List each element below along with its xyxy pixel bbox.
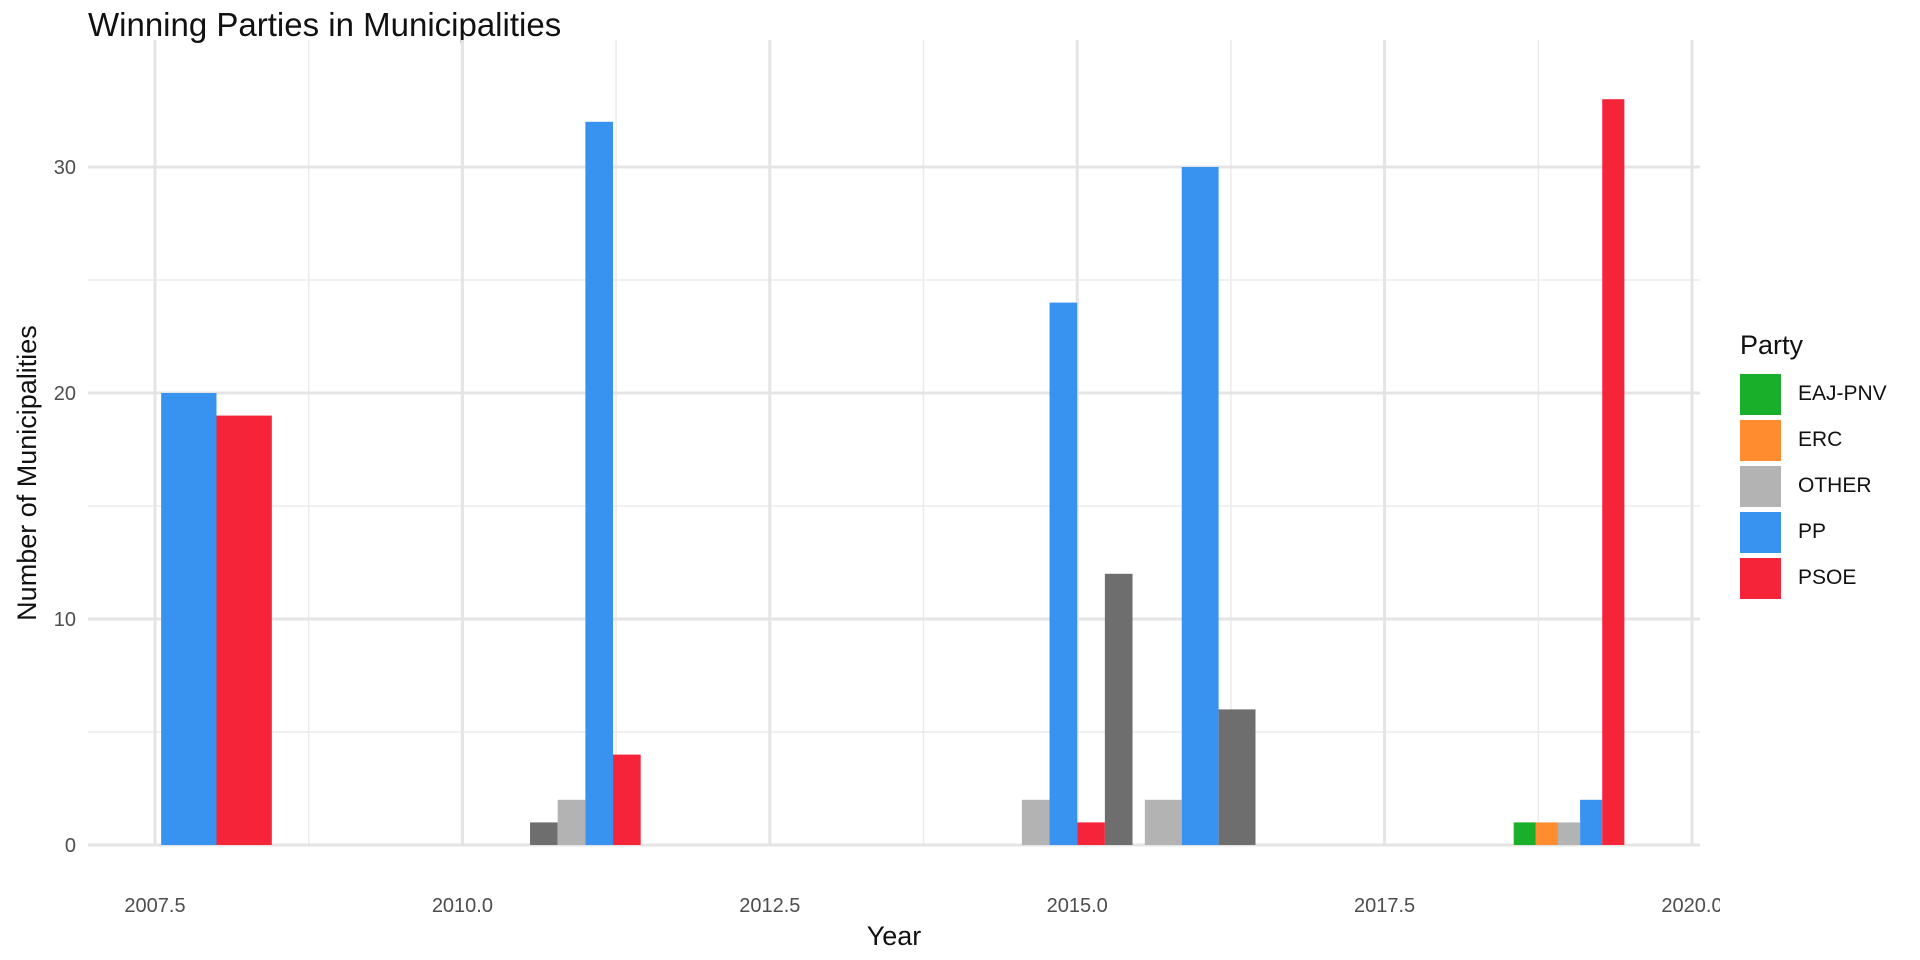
bar-2011-psoe — [613, 754, 641, 845]
x-axis-title: Year — [867, 921, 922, 951]
x-tick-label: 2015.0 — [1047, 895, 1108, 917]
legend-label: EAJ-PNV — [1798, 382, 1887, 405]
y-tick-label: 0 — [65, 835, 76, 857]
legend: Party EAJ-PNV ERC OTHER PP PSOE — [1740, 330, 1887, 601]
bar-2019-eaj-pnv — [1513, 822, 1536, 845]
bar-2019-erc — [1535, 822, 1558, 845]
legend-key-swatch — [1740, 511, 1781, 553]
legend-key-swatch — [1740, 419, 1781, 461]
grid-lines — [88, 40, 1700, 847]
legend-key-swatch — [1740, 557, 1781, 599]
bar-2019-other — [1557, 822, 1581, 845]
legend-item-eaj-pnv: EAJ-PNV — [1740, 371, 1887, 417]
bar-2011-unlabeled — [530, 822, 558, 845]
bar-2008-pp — [161, 393, 217, 845]
bar-2011-other — [557, 799, 586, 845]
legend-item-psoe: PSOE — [1740, 555, 1887, 601]
bar-2016-unlabeled — [1218, 709, 1256, 845]
bar-2016-other — [1144, 799, 1182, 845]
legend-label: ERC — [1798, 428, 1843, 451]
bar-2015-pp — [1049, 302, 1078, 846]
legend-item-erc: ERC — [1740, 417, 1887, 463]
bar-2015-other — [1021, 799, 1050, 845]
legend-items: EAJ-PNV ERC OTHER PP PSOE — [1740, 371, 1887, 601]
bar-2016-pp — [1181, 167, 1219, 845]
y-tick-label: 30 — [54, 157, 76, 179]
legend-label: OTHER — [1798, 474, 1872, 497]
bar-2019-psoe — [1602, 99, 1625, 845]
x-tick-label: 2007.5 — [124, 895, 185, 917]
y-axis-title: Number of Municipalities — [12, 325, 42, 621]
tick-labels: 2007.5 2010.0 2012.5 2015.0 2017.5 2020.0 0 10 2… — [54, 157, 1720, 917]
bar-2019-pp — [1580, 799, 1603, 845]
y-tick-label: 10 — [54, 609, 76, 631]
x-tick-label: 2010.0 — [432, 895, 493, 917]
legend-item-pp: PP — [1740, 509, 1887, 555]
bar-2015-psoe — [1077, 822, 1105, 845]
x-tick-label: 2020.0 — [1661, 895, 1720, 917]
legend-title: Party — [1740, 330, 1804, 360]
legend-label: PSOE — [1798, 566, 1857, 589]
legend-key-swatch — [1740, 373, 1781, 415]
bar-2008-psoe — [216, 415, 272, 845]
legend-label: PP — [1798, 520, 1827, 543]
bars — [161, 99, 1625, 846]
bar-chart: 2007.5 2010.0 2012.5 2015.0 2017.5 2020.0 0 10 2… — [12, 40, 1720, 951]
legend-key-swatch — [1740, 465, 1781, 507]
chart-title: Winning Parties in Municipalities — [88, 6, 562, 43]
x-tick-label: 2012.5 — [739, 895, 800, 917]
bar-2015-unlabeled — [1104, 573, 1133, 845]
x-tick-label: 2017.5 — [1354, 895, 1415, 917]
bar-2011-pp — [585, 121, 614, 846]
legend-item-other: OTHER — [1740, 463, 1887, 509]
y-tick-label: 20 — [54, 383, 76, 405]
